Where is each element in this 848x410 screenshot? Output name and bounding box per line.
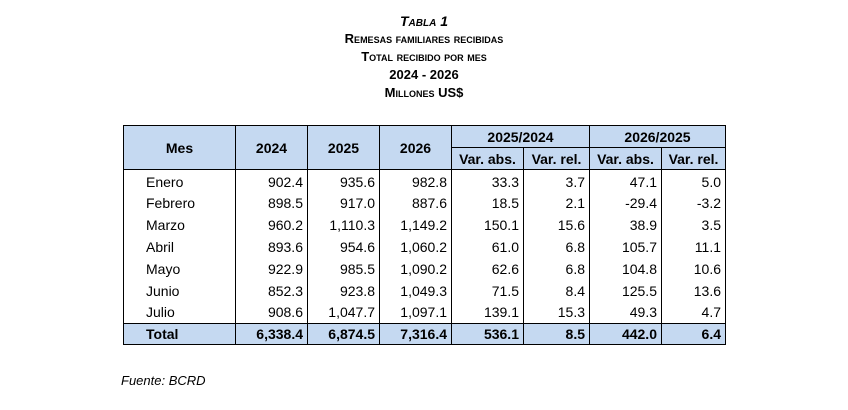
value-cell: 150.1 xyxy=(451,213,524,236)
value-cell: 18.5 xyxy=(451,191,524,214)
month-cell: Abril xyxy=(123,235,236,258)
value-cell: 49.3 xyxy=(589,301,662,324)
value-cell: 13.6 xyxy=(661,279,726,302)
value-cell: 104.8 xyxy=(589,257,662,280)
value-cell: 887.6 xyxy=(379,191,452,214)
total-cell: 6,338.4 xyxy=(235,323,308,345)
value-cell: 935.6 xyxy=(307,169,380,192)
value-cell: 8.4 xyxy=(523,279,590,302)
value-cell: 985.5 xyxy=(307,257,380,280)
value-cell: 3.5 xyxy=(661,213,726,236)
total-cell: 442.0 xyxy=(589,323,662,345)
header-group-2026-2025: 2026/2025 xyxy=(589,125,726,148)
value-cell: 33.3 xyxy=(451,169,524,192)
header-var-abs-1: Var. abs. xyxy=(451,147,524,170)
value-cell: -3.2 xyxy=(661,191,726,214)
value-cell: 15.6 xyxy=(523,213,590,236)
table-row: Junio 852.3 923.8 1,049.3 71.5 8.4 125.5 13.6 xyxy=(123,279,726,302)
value-cell: 3.7 xyxy=(523,169,590,192)
value-cell: 1,060.2 xyxy=(379,235,452,258)
month-cell: Julio xyxy=(123,301,236,324)
table-body: Enero 902.4 935.6 982.8 33.3 3.7 47.1 5.0 Febrer… xyxy=(123,169,726,324)
value-cell: 139.1 xyxy=(451,301,524,324)
value-cell: 923.8 xyxy=(307,279,380,302)
header-2025: 2025 xyxy=(307,125,380,170)
remittances-table: Mes 2024 2025 2026 2025/2024 2026/2025 V… xyxy=(123,125,726,345)
value-cell: 15.3 xyxy=(523,301,590,324)
header-mes: Mes xyxy=(123,125,236,170)
source-note: Fuente: BCRD xyxy=(121,373,206,388)
value-cell: 902.4 xyxy=(235,169,308,192)
value-cell: 852.3 xyxy=(235,279,308,302)
value-cell: 917.0 xyxy=(307,191,380,214)
table-row: Enero 902.4 935.6 982.8 33.3 3.7 47.1 5.0 xyxy=(123,169,726,192)
table-title: Remesas familiares recibidas xyxy=(344,31,504,46)
total-cell: 8.5 xyxy=(523,323,590,345)
month-cell: Junio xyxy=(123,279,236,302)
value-cell: 10.6 xyxy=(661,257,726,280)
header-var-rel-2: Var. rel. xyxy=(661,147,726,170)
header-var-rel-1: Var. rel. xyxy=(523,147,590,170)
value-cell: 6.8 xyxy=(523,235,590,258)
value-cell: 61.0 xyxy=(451,235,524,258)
value-cell: 47.1 xyxy=(589,169,662,192)
total-cell: 6.4 xyxy=(661,323,726,345)
header-group-2025-2024: 2025/2024 xyxy=(451,125,590,148)
value-cell: 1,047.7 xyxy=(307,301,380,324)
table-row: Julio 908.6 1,047.7 1,097.1 139.1 15.3 49.3 4.7 xyxy=(123,301,726,324)
table-title-block: Tabla 1 Remesas familiares recibidas Tot… xyxy=(0,12,848,102)
value-cell: 6.8 xyxy=(523,257,590,280)
total-label: Total xyxy=(123,323,236,345)
value-cell: 2.1 xyxy=(523,191,590,214)
table-period: 2024 - 2026 xyxy=(389,67,459,82)
table-subtitle: Total recibido por mes xyxy=(361,49,487,64)
value-cell: 38.9 xyxy=(589,213,662,236)
value-cell: 982.8 xyxy=(379,169,452,192)
value-cell: 105.7 xyxy=(589,235,662,258)
total-row: Total 6,338.4 6,874.5 7,316.4 536.1 8.5 … xyxy=(123,323,726,345)
header-var-abs-2: Var. abs. xyxy=(589,147,662,170)
header-2026: 2026 xyxy=(379,125,452,170)
value-cell: 1,149.2 xyxy=(379,213,452,236)
value-cell: 11.1 xyxy=(661,235,726,258)
value-cell: 1,110.3 xyxy=(307,213,380,236)
total-cell: 7,316.4 xyxy=(379,323,452,345)
month-cell: Febrero xyxy=(123,191,236,214)
total-cell: 536.1 xyxy=(451,323,524,345)
value-cell: 1,049.3 xyxy=(379,279,452,302)
value-cell: 125.5 xyxy=(589,279,662,302)
value-cell: 4.7 xyxy=(661,301,726,324)
value-cell: 922.9 xyxy=(235,257,308,280)
month-cell: Mayo xyxy=(123,257,236,280)
header-2024: 2024 xyxy=(235,125,308,170)
value-cell: 5.0 xyxy=(661,169,726,192)
value-cell: 954.6 xyxy=(307,235,380,258)
value-cell: 1,090.2 xyxy=(379,257,452,280)
value-cell: -29.4 xyxy=(589,191,662,214)
total-cell: 6,874.5 xyxy=(307,323,380,345)
value-cell: 71.5 xyxy=(451,279,524,302)
value-cell: 62.6 xyxy=(451,257,524,280)
value-cell: 960.2 xyxy=(235,213,308,236)
table-number: Tabla 1 xyxy=(399,13,448,29)
table-row: Marzo 960.2 1,110.3 1,149.2 150.1 15.6 38.9 3.5 xyxy=(123,213,726,236)
table-units: Millones US$ xyxy=(384,85,464,100)
table-row: Abril 893.6 954.6 1,060.2 61.0 6.8 105.7 11.1 xyxy=(123,235,726,258)
table-row: Febrero 898.5 917.0 887.6 18.5 2.1 -29.4 -3.2 xyxy=(123,191,726,214)
month-cell: Marzo xyxy=(123,213,236,236)
value-cell: 908.6 xyxy=(235,301,308,324)
table-row: Mayo 922.9 985.5 1,090.2 62.6 6.8 104.8 10.6 xyxy=(123,257,726,280)
month-cell: Enero xyxy=(123,169,236,192)
value-cell: 1,097.1 xyxy=(379,301,452,324)
value-cell: 898.5 xyxy=(235,191,308,214)
value-cell: 893.6 xyxy=(235,235,308,258)
